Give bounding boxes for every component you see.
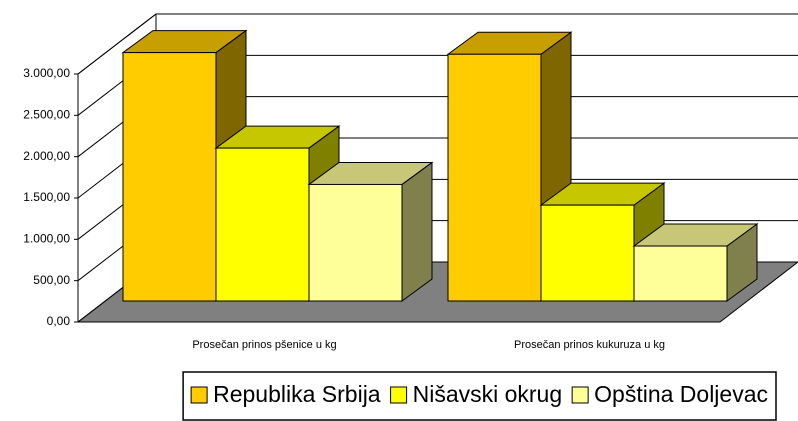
y-tick-label: 2.000,00 <box>23 149 70 163</box>
legend-label: Nišavski okrug <box>413 381 563 407</box>
bar <box>447 53 542 302</box>
y-tick-label: 0,00 <box>47 314 71 328</box>
y-tick-label: 3.000,00 <box>23 66 70 80</box>
x-tick-label: Prosečan prinos kukuruza u kg <box>514 339 665 351</box>
legend-label: Opština Doljevac <box>594 381 768 407</box>
y-tick-label: 2.500,00 <box>23 108 70 122</box>
bar <box>308 183 403 302</box>
bar <box>633 245 728 302</box>
legend-swatch <box>190 386 208 404</box>
bar <box>122 52 217 302</box>
x-tick-label: Prosečan prinos pšenice u kg <box>192 339 336 351</box>
bar <box>215 147 310 302</box>
legend-label: Republika Srbija <box>213 381 381 407</box>
legend <box>182 371 777 421</box>
y-tick-label: 1.000,00 <box>23 232 70 246</box>
bar <box>540 204 635 302</box>
y-tick-label: 500,00 <box>33 273 70 287</box>
legend-swatch <box>571 386 589 404</box>
legend-swatch <box>390 386 408 404</box>
y-tick-label: 1.500,00 <box>23 190 70 204</box>
grid-line <box>77 13 798 75</box>
bar-side <box>401 161 433 302</box>
